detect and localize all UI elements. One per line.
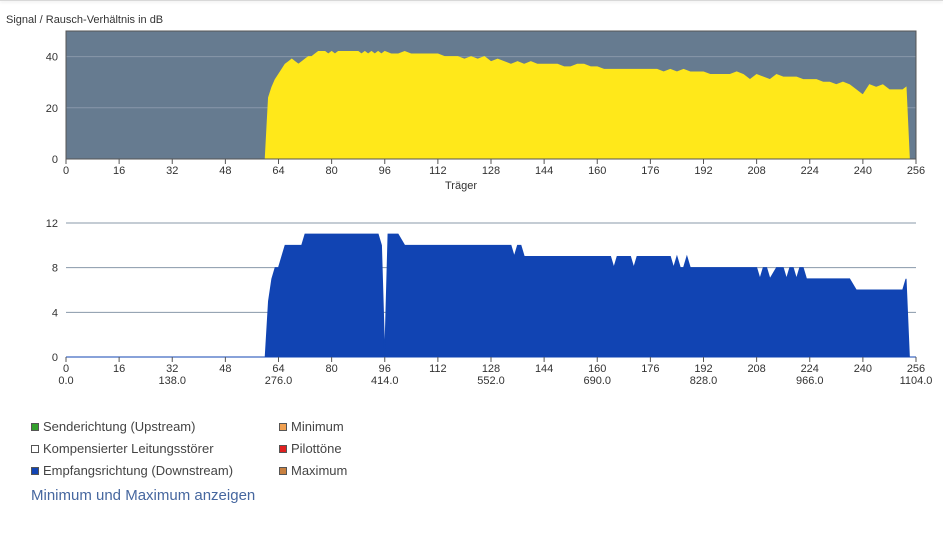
snr-bitloading-charts: Signal / Rausch-Verhältnis in dB 0 16 32 48… (6, 14, 933, 387)
y-tick-label: 12 (46, 218, 58, 230)
x-tick-label: 48 (219, 363, 231, 375)
x-secondary-tick-label: 552.0 (477, 375, 505, 387)
legend-label: Empfangsrichtung (Downstream) (43, 463, 234, 478)
series-area (66, 50, 916, 160)
y-tick-label: 4 (52, 307, 58, 319)
y-tick-label: 8 (52, 263, 58, 275)
legend-swatch (31, 466, 39, 475)
x-tick-label: 96 (379, 363, 391, 375)
x-secondary-tick-label: 276.0 (265, 375, 293, 387)
y-tick-label: 0 (52, 352, 58, 364)
x-secondary-tick-label: 0.0 (58, 375, 73, 387)
x-tick-label: 48 (219, 165, 231, 177)
x-tick-label: 32 (166, 363, 178, 375)
chart-title: Signal / Rausch-Verhältnis in dB (6, 14, 163, 26)
x-tick-label: 0 (63, 165, 69, 177)
legend-label: Pilottöne (291, 441, 342, 456)
legend-swatch (279, 444, 287, 453)
x-tick-label: 64 (272, 165, 284, 177)
legend-swatch (279, 422, 287, 431)
x-tick-label: 256 (907, 363, 925, 375)
x-secondary-tick-label: 138.0 (158, 375, 186, 387)
x-tick-label: 240 (854, 165, 872, 177)
x-tick-label: 80 (326, 363, 338, 375)
legend-label: Minimum (291, 419, 344, 434)
x-tick-label: 224 (801, 363, 819, 375)
legend-label: Kompensierter Leitungsstörer (43, 441, 214, 456)
x-secondary-tick-label: 690.0 (583, 375, 611, 387)
x-tick-label: 160 (588, 363, 606, 375)
x-tick-label: 256 (907, 165, 925, 177)
x-tick-label: 192 (694, 165, 712, 177)
x-secondary-tick-label: 966.0 (796, 375, 824, 387)
x-tick-label: 192 (694, 363, 712, 375)
x-secondary-tick-label: 414.0 (371, 375, 399, 387)
snr-chart: 0 16 32 48 64 80 96 112 128 144 160 176 192 208 224 240… (46, 30, 925, 177)
series-area (66, 233, 916, 358)
legend-label: Senderichtung (Upstream) (43, 419, 196, 434)
x-tick-label: 96 (379, 165, 391, 177)
legend-item-minimum: Minimum (279, 419, 344, 434)
y-tick-label: 20 (46, 103, 58, 115)
x-tick-label: 64 (272, 363, 284, 375)
legend-swatch (31, 444, 39, 453)
x-tick-label: 32 (166, 165, 178, 177)
x-tick-label: 16 (113, 363, 125, 375)
x-tick-label: 112 (429, 363, 447, 375)
x-axis-label: Träger (445, 180, 477, 192)
legend-item-compensated-noise: Kompensierter Leitungsstörer (31, 441, 214, 456)
x-tick-label: 144 (535, 165, 553, 177)
top-divider (0, 0, 943, 1)
legend-item-pilot-tones: Pilottöne (279, 441, 342, 456)
legend-swatch (279, 466, 287, 475)
show-min-max-link[interactable]: Minimum und Maximum anzeigen (31, 487, 256, 504)
x-tick-label: 80 (326, 165, 338, 177)
x-tick-label: 128 (482, 165, 500, 177)
y-tick-label: 0 (52, 154, 58, 166)
x-tick-label: 176 (641, 165, 659, 177)
x-tick-label: 208 (747, 165, 765, 177)
legend-swatch (31, 422, 39, 431)
legend-item-maximum: Maximum (279, 463, 347, 478)
x-tick-label: 144 (535, 363, 553, 375)
legend-item-downstream: Empfangsrichtung (Downstream) (31, 463, 233, 478)
x-tick-label: 240 (854, 363, 872, 375)
y-tick-label: 40 (46, 52, 58, 64)
x-tick-label: 16 (113, 165, 125, 177)
legend-label: Maximum (291, 463, 348, 478)
x-secondary-tick-label: 1104.0 (900, 375, 933, 387)
x-tick-label: 224 (801, 165, 819, 177)
x-secondary-tick-label: 828.0 (690, 375, 718, 387)
legend-item-upstream: Senderichtung (Upstream) (31, 419, 195, 434)
x-tick-label: 160 (588, 165, 606, 177)
bits-chart: 0 16 32 48 64 80 96 112 128 144 160 176 192 208 224 240… (46, 218, 933, 387)
x-tick-label: 0 (63, 363, 69, 375)
x-tick-label: 128 (482, 363, 500, 375)
x-tick-label: 112 (429, 165, 447, 177)
x-tick-label: 208 (747, 363, 765, 375)
x-tick-label: 176 (641, 363, 659, 375)
